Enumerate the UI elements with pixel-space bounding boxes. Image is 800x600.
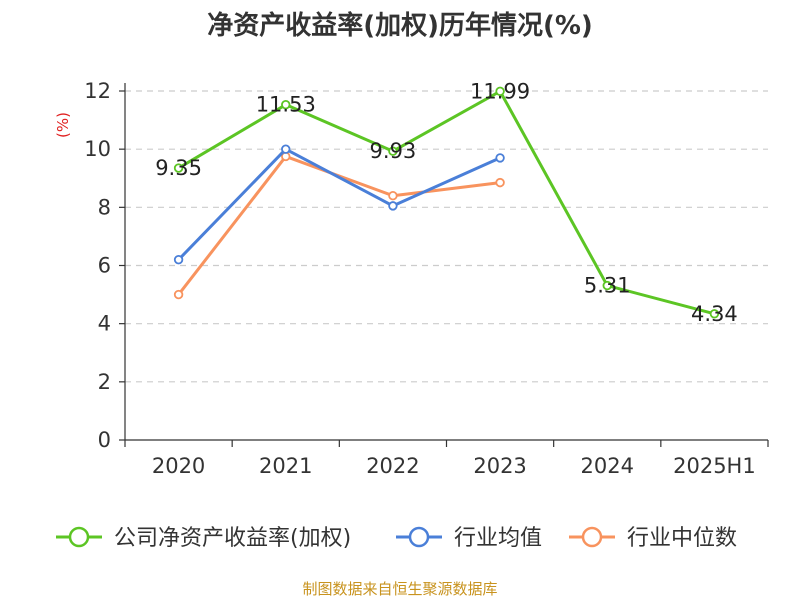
data-label-2021: 11.53 bbox=[256, 93, 316, 117]
series-0-point-2023 bbox=[495, 86, 505, 96]
x-tick-label-2020: 2020 bbox=[152, 454, 205, 478]
series-0-point-2022 bbox=[388, 146, 398, 156]
axes: 0 2 4 6 8 10 12 2020 2021 2022 2023 2024 2025H1 bbox=[84, 79, 769, 478]
x-tick-label-2025H1: 2025H1 bbox=[673, 454, 756, 478]
series-1-point-2021 bbox=[281, 144, 291, 154]
y-tick-label-12: 12 bbox=[84, 79, 111, 103]
series-line-1 bbox=[177, 147, 501, 261]
series-0-point-2020 bbox=[173, 163, 184, 173]
y-tick-label-0: 0 bbox=[98, 428, 111, 452]
data-label-2020: 9.35 bbox=[155, 156, 202, 180]
series-1-point-2023 bbox=[495, 153, 505, 163]
y-tick-label-2: 2 bbox=[98, 370, 111, 394]
legend-label-1: 行业均值 bbox=[454, 526, 542, 551]
grid-lines bbox=[125, 90, 768, 383]
series-0-point-2024 bbox=[602, 280, 612, 291]
series-lines bbox=[173, 86, 720, 319]
legend-label-0: 公司净资产收益率(加权) bbox=[114, 526, 351, 551]
legend-marker-0 bbox=[68, 526, 90, 548]
y-tick-label-4: 4 bbox=[98, 312, 111, 336]
series-2-point-2022 bbox=[388, 190, 398, 201]
series-0-point-2021 bbox=[281, 99, 291, 110]
data-label-2023: 11.99 bbox=[470, 79, 530, 103]
y-tick-label-8: 8 bbox=[98, 195, 111, 219]
series-2-point-2023 bbox=[495, 177, 505, 188]
series-2-point-2020 bbox=[173, 289, 184, 300]
source-note: 制图数据来自恒生聚源数据库 bbox=[302, 580, 497, 598]
data-label-2024: 5.31 bbox=[584, 274, 631, 298]
legend-marker-1 bbox=[408, 526, 430, 548]
x-tick-label-2022: 2022 bbox=[366, 454, 419, 478]
legend-label-2: 行业中位数 bbox=[627, 526, 737, 551]
y-tick-label-10: 10 bbox=[84, 137, 111, 161]
series-1-point-2020 bbox=[173, 254, 184, 265]
x-tick-label-2021: 2021 bbox=[259, 454, 312, 478]
data-labels: 9.35 11.53 9.93 11.99 5.31 4.34 bbox=[155, 79, 738, 325]
data-label-2022: 9.93 bbox=[370, 139, 417, 163]
legend: 公司净资产收益率(加权) 行业均值 行业中位数 bbox=[56, 526, 737, 551]
legend-marker-2 bbox=[581, 526, 603, 548]
chart-title: 净资产收益率(加权)历年情况(%) bbox=[207, 10, 593, 41]
series-1-point-2022 bbox=[388, 201, 398, 211]
y-tick-label-6: 6 bbox=[98, 254, 111, 278]
x-tick-label-2024: 2024 bbox=[581, 454, 634, 478]
x-tick-label-2023: 2023 bbox=[473, 454, 526, 478]
series-0-point-2025H1 bbox=[709, 309, 720, 319]
series-line-0 bbox=[177, 89, 715, 316]
y-axis-unit: (%) bbox=[54, 112, 72, 138]
data-label-2025H1: 4.34 bbox=[691, 302, 738, 326]
